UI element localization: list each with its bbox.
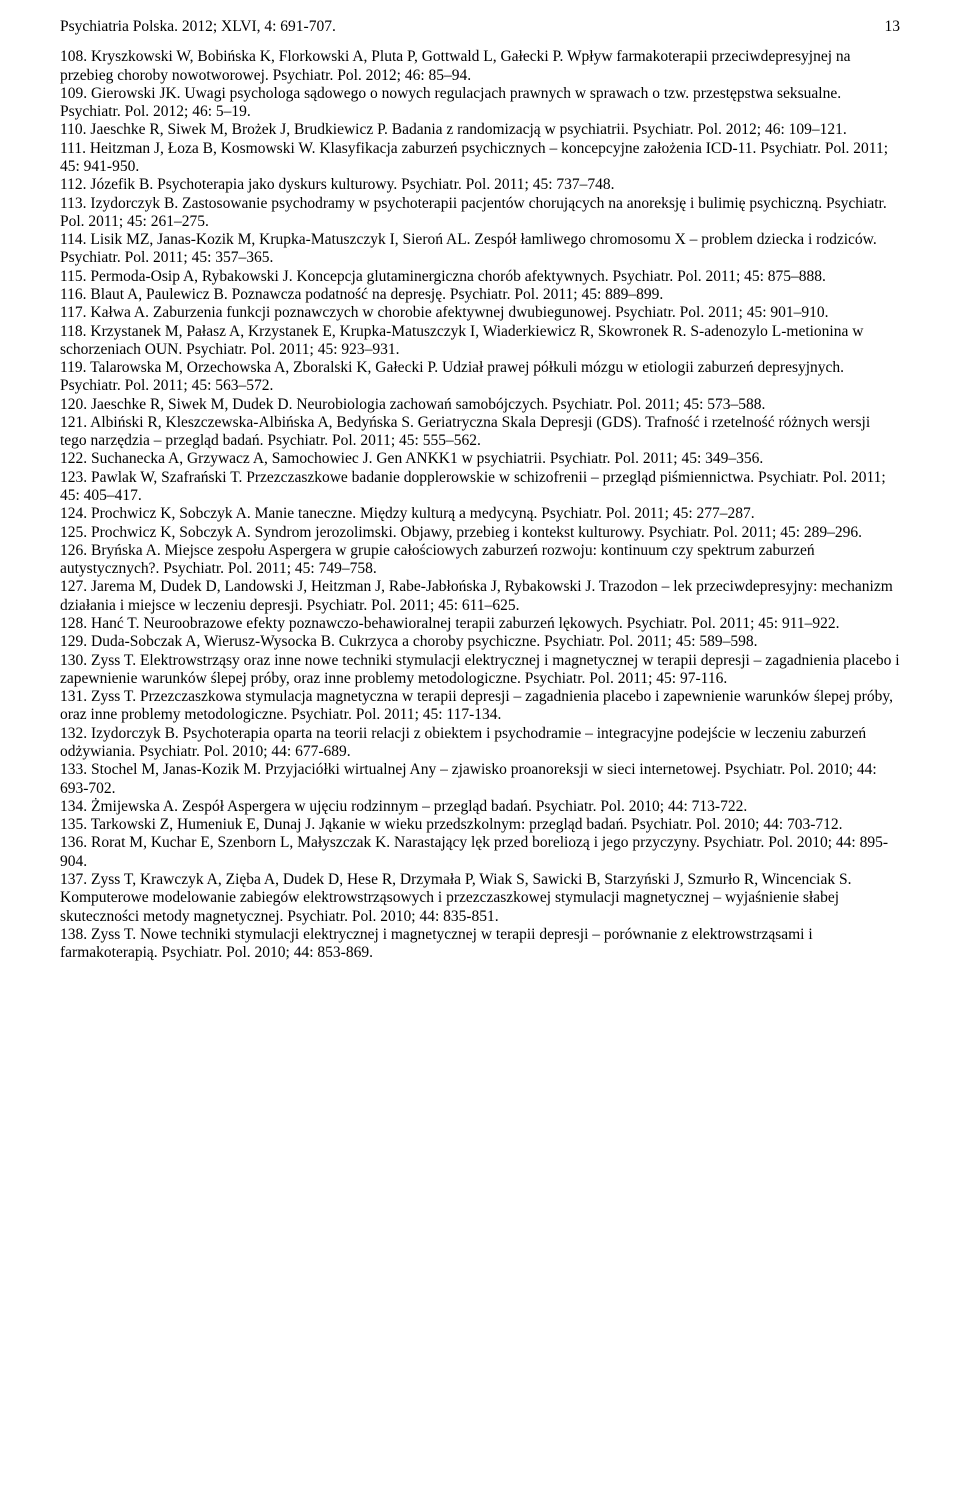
reference-item: 126. Bryńska A. Miejsce zespołu Asperger… xyxy=(60,542,900,579)
reference-item: 124. Prochwicz K, Sobczyk A. Manie tanec… xyxy=(60,505,900,523)
reference-item: 137. Zyss T, Krawczyk A, Zięba A, Dudek … xyxy=(60,871,900,926)
journal-citation: Psychiatria Polska. 2012; XLVI, 4: 691-7… xyxy=(60,18,336,36)
reference-item: 125. Prochwicz K, Sobczyk A. Syndrom jer… xyxy=(60,524,900,542)
reference-item: 128. Hanć T. Neuroobrazowe efekty poznaw… xyxy=(60,615,900,633)
reference-item: 117. Kałwa A. Zaburzenia funkcji poznawc… xyxy=(60,304,900,322)
reference-item: 118. Krzystanek M, Pałasz A, Krzystanek … xyxy=(60,323,900,360)
reference-item: 110. Jaeschke R, Siwek M, Brożek J, Brud… xyxy=(60,121,900,139)
reference-item: 114. Lisik MZ, Janas-Kozik M, Krupka-Mat… xyxy=(60,231,900,268)
reference-item: 119. Talarowska M, Orzechowska A, Zboral… xyxy=(60,359,900,396)
reference-item: 133. Stochel M, Janas-Kozik M. Przyjació… xyxy=(60,761,900,798)
reference-item: 121. Albiński R, Kleszczewska-Albińska A… xyxy=(60,414,900,451)
reference-item: 116. Blaut A, Paulewicz B. Poznawcza pod… xyxy=(60,286,900,304)
reference-item: 138. Zyss T. Nowe techniki stymulacji el… xyxy=(60,926,900,963)
reference-item: 111. Heitzman J, Łoza B, Kosmowski W. Kl… xyxy=(60,140,900,177)
reference-item: 122. Suchanecka A, Grzywacz A, Samochowi… xyxy=(60,450,900,468)
reference-item: 129. Duda-Sobczak A, Wierusz-Wysocka B. … xyxy=(60,633,900,651)
page-number: 13 xyxy=(885,18,901,36)
reference-item: 120. Jaeschke R, Siwek M, Dudek D. Neuro… xyxy=(60,396,900,414)
reference-item: 109. Gierowski JK. Uwagi psychologa sądo… xyxy=(60,85,900,122)
document-page: Psychiatria Polska. 2012; XLVI, 4: 691-7… xyxy=(0,0,960,982)
reference-item: 135. Tarkowski Z, Humeniuk E, Dunaj J. J… xyxy=(60,816,900,834)
reference-item: 115. Permoda-Osip A, Rybakowski J. Konce… xyxy=(60,268,900,286)
reference-item: 123. Pawlak W, Szafrański T. Przezczaszk… xyxy=(60,469,900,506)
reference-item: 134. Żmijewska A. Zespół Aspergera w uję… xyxy=(60,798,900,816)
reference-item: 108. Kryszkowski W, Bobińska K, Florkows… xyxy=(60,48,900,85)
reference-item: 131. Zyss T. Przezczaszkowa stymulacja m… xyxy=(60,688,900,725)
reference-item: 127. Jarema M, Dudek D, Landowski J, Hei… xyxy=(60,578,900,615)
reference-item: 132. Izydorczyk B. Psychoterapia oparta … xyxy=(60,725,900,762)
reference-item: 136. Rorat M, Kuchar E, Szenborn L, Mały… xyxy=(60,834,900,871)
reference-item: 112. Józefik B. Psychoterapia jako dysku… xyxy=(60,176,900,194)
references-list: 108. Kryszkowski W, Bobińska K, Florkows… xyxy=(60,48,900,962)
reference-item: 113. Izydorczyk B. Zastosowanie psychodr… xyxy=(60,195,900,232)
page-header: Psychiatria Polska. 2012; XLVI, 4: 691-7… xyxy=(60,18,900,36)
reference-item: 130. Zyss T. Elektrowstrząsy oraz inne n… xyxy=(60,652,900,689)
